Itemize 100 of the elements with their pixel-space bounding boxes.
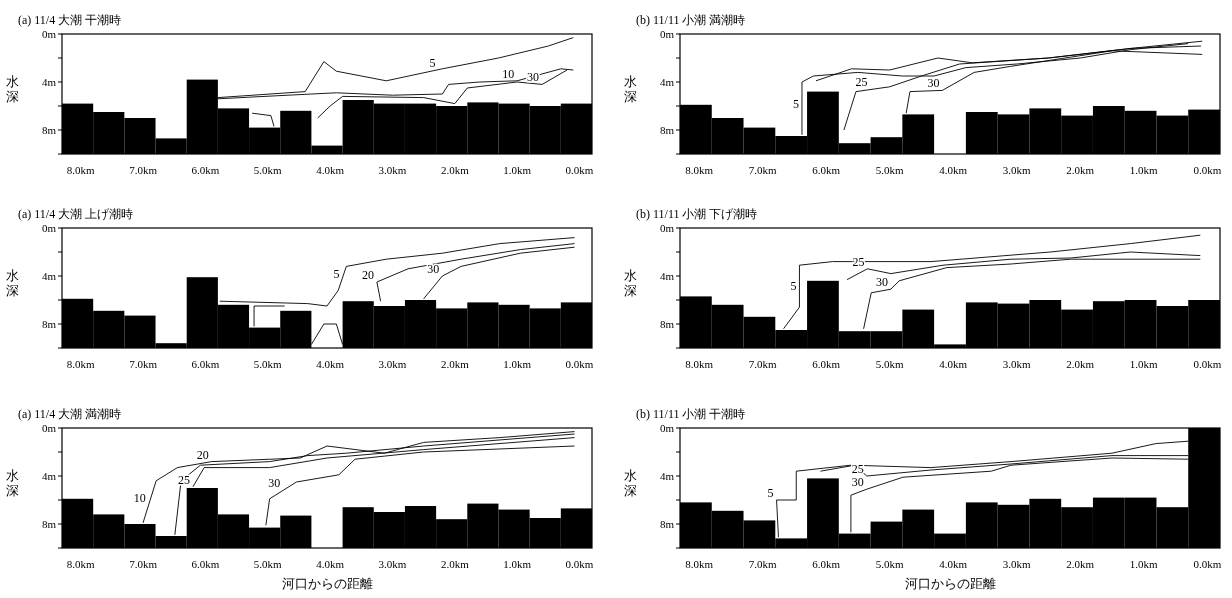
y-tick-label: 8m xyxy=(659,123,675,136)
x-tick-label: 6.0km xyxy=(191,164,220,176)
x-tick-label: 4.0km xyxy=(939,358,968,370)
x-tick-label: 8.0km xyxy=(66,558,96,570)
x-tick-label: 6.0km xyxy=(812,358,841,370)
x-axis-title: 河口からの距離 xyxy=(281,576,373,591)
y-tick-label: 8m xyxy=(659,317,675,330)
x-tick-label: 7.0km xyxy=(748,358,777,370)
y-tick-label: 0m xyxy=(659,221,675,234)
x-tick-label: 1.0km xyxy=(503,164,532,176)
y-tick-label: 4m xyxy=(41,469,57,482)
y-tick-label: 0m xyxy=(41,27,57,40)
annotation: 20 xyxy=(196,447,209,462)
x-tick-label: 3.0km xyxy=(378,358,407,370)
x-tick-label: 4.0km xyxy=(316,164,345,176)
x-tick-label: 5.0km xyxy=(875,164,904,176)
x-tick-label: 8.0km xyxy=(685,164,714,176)
annotation: 5 xyxy=(429,56,436,70)
y-axis-title: 水深 xyxy=(623,468,637,498)
x-tick-label: 0.0km xyxy=(565,164,594,176)
x-tick-label: 1.0km xyxy=(1129,558,1159,570)
y-tick-label: 8m xyxy=(41,317,57,330)
y-axis-title: 水深 xyxy=(5,268,19,298)
x-tick-label: 2.0km xyxy=(440,164,470,176)
annotation: 5 xyxy=(767,486,774,500)
x-tick-label: 7.0km xyxy=(748,164,777,176)
x-tick-label: 1.0km xyxy=(503,358,532,370)
x-tick-label: 3.0km xyxy=(1002,164,1032,176)
annotation: 10 xyxy=(133,490,146,505)
annotation: 25 xyxy=(177,472,190,487)
x-tick-label: 0.0km xyxy=(565,558,594,570)
y-tick-label: 4m xyxy=(41,75,57,88)
x-tick-label: 7.0km xyxy=(748,558,777,570)
x-tick-label: 6.0km xyxy=(812,558,841,570)
y-tick-label: 4m xyxy=(659,269,675,282)
x-tick-label: 8.0km xyxy=(685,358,714,370)
x-tick-label: 0.0km xyxy=(1193,358,1222,370)
x-tick-label: 5.0km xyxy=(875,558,904,570)
x-tick-label: 7.0km xyxy=(129,164,158,176)
annotation: 25 xyxy=(855,75,868,90)
annotation: 20 xyxy=(361,268,374,282)
annotation: 30 xyxy=(268,476,281,491)
y-axis-title: 水深 xyxy=(623,268,637,298)
chart-title: (b) 11/11 小潮 満潮時 xyxy=(636,13,746,27)
x-tick-label: 2.0km xyxy=(1066,358,1095,370)
x-tick-label: 2.0km xyxy=(440,558,470,570)
x-tick-label: 4.0km xyxy=(939,164,968,176)
annotation: 10 xyxy=(502,66,515,81)
annotation: 30 xyxy=(851,475,864,490)
y-tick-label: 4m xyxy=(41,269,57,282)
x-tick-label: 4.0km xyxy=(316,558,345,570)
x-tick-label: 5.0km xyxy=(875,358,904,370)
y-tick-label: 0m xyxy=(41,221,57,234)
x-tick-label: 8.0km xyxy=(66,358,96,370)
y-tick-label: 8m xyxy=(41,517,57,530)
x-tick-label: 0.0km xyxy=(1193,164,1222,176)
annotation: 30 xyxy=(875,275,888,290)
x-tick-label: 1.0km xyxy=(1129,358,1159,370)
x-tick-label: 6.0km xyxy=(191,558,220,570)
x-tick-label: 3.0km xyxy=(378,164,407,176)
x-tick-label: 1.0km xyxy=(503,558,532,570)
y-axis-title: 水深 xyxy=(623,74,637,104)
annotation: 5 xyxy=(790,278,797,293)
x-tick-label: 8.0km xyxy=(685,558,714,570)
x-tick-label: 6.0km xyxy=(812,164,841,176)
x-tick-label: 2.0km xyxy=(1066,558,1095,570)
chart-title: (a) 11/4 大潮 干潮時 xyxy=(18,13,122,27)
x-tick-label: 7.0km xyxy=(129,358,158,370)
y-axis-title: 水深 xyxy=(5,468,19,498)
x-axis-title: 河口からの距離 xyxy=(904,576,996,591)
x-tick-label: 0.0km xyxy=(565,358,594,370)
y-tick-label: 0m xyxy=(41,421,57,434)
x-tick-label: 7.0km xyxy=(129,558,158,570)
y-tick-label: 4m xyxy=(659,469,675,482)
x-tick-label: 4.0km xyxy=(316,358,345,370)
x-tick-label: 1.0km xyxy=(1129,164,1159,176)
y-tick-label: 8m xyxy=(41,123,57,136)
y-tick-label: 0m xyxy=(659,421,675,434)
x-tick-label: 0.0km xyxy=(1193,558,1222,570)
chart-title: (a) 11/4 大潮 満潮時 xyxy=(18,407,122,421)
y-axis-title: 水深 xyxy=(5,74,19,104)
x-tick-label: 2.0km xyxy=(1066,164,1095,176)
y-tick-label: 8m xyxy=(659,517,675,530)
chart-title: (a) 11/4 大潮 上げ潮時 xyxy=(18,207,134,221)
x-tick-label: 4.0km xyxy=(939,558,968,570)
x-tick-label: 2.0km xyxy=(440,358,470,370)
x-tick-label: 5.0km xyxy=(253,358,283,370)
y-tick-label: 0m xyxy=(659,27,675,40)
x-tick-label: 3.0km xyxy=(1002,358,1032,370)
x-tick-label: 3.0km xyxy=(378,558,407,570)
x-tick-label: 5.0km xyxy=(253,164,283,176)
chart-title: (b) 11/11 小潮 下げ潮時 xyxy=(636,207,758,221)
annotation: 30 xyxy=(927,76,940,91)
annotation: 30 xyxy=(427,262,440,276)
chart-title: (b) 11/11 小潮 干潮時 xyxy=(636,407,746,421)
y-tick-label: 4m xyxy=(659,75,675,88)
annotation: 5 xyxy=(333,266,340,281)
annotation: 5 xyxy=(792,96,799,111)
x-tick-label: 8.0km xyxy=(66,164,96,176)
x-tick-label: 3.0km xyxy=(1002,558,1032,570)
